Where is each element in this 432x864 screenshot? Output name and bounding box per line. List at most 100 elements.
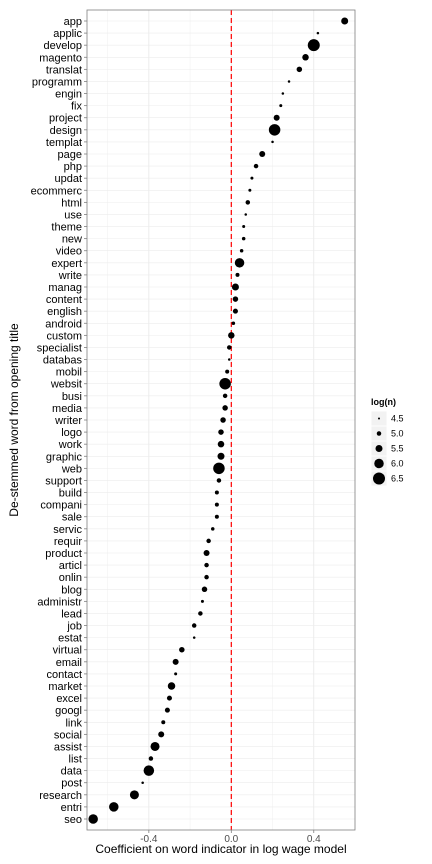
data-point-develop <box>307 39 320 52</box>
y-tick-label-app: app <box>64 16 82 28</box>
data-point-logo <box>218 429 224 435</box>
y-tick-label-entri: entri <box>61 802 82 814</box>
y-tick-label-requir: requir <box>54 536 82 548</box>
y-tick-label-estat: estat <box>58 633 82 645</box>
x-axis-ticks: -0.4 0.0 0.4 <box>140 830 321 845</box>
y-tick-label-theme: theme <box>51 222 82 234</box>
data-point-product <box>203 550 210 556</box>
legend-key-point <box>376 431 382 436</box>
legend-label: 4.5 <box>391 414 404 424</box>
y-tick-label-seo: seo <box>64 814 82 826</box>
data-point-engin <box>281 92 285 95</box>
data-point-lead <box>198 611 203 616</box>
y-tick-label-engin: engin <box>55 89 82 101</box>
y-tick-label-content: content <box>46 294 82 306</box>
data-point-googl <box>164 707 170 713</box>
y-tick-label-updat: updat <box>54 173 82 185</box>
y-tick-label-develop: develop <box>43 40 82 52</box>
data-point-ecommerc <box>248 188 252 192</box>
legend-key-point <box>373 472 385 485</box>
y-tick-label-link: link <box>65 717 82 729</box>
data-point-theme <box>242 225 246 229</box>
y-tick-label-databas: databas <box>43 355 83 367</box>
y-tick-label-media: media <box>52 403 83 415</box>
y-tick-label-blog: blog <box>61 584 82 596</box>
data-point-email <box>172 658 179 665</box>
y-tick-label-lead: lead <box>61 608 82 620</box>
y-tick-label-specialist: specialist <box>37 342 82 354</box>
legend-label: 5.5 <box>391 444 404 454</box>
legend-key-point <box>375 445 383 452</box>
data-point-data <box>143 765 155 776</box>
y-tick-label-translat: translat <box>46 64 82 76</box>
data-point-page <box>259 151 266 157</box>
y-tick-label-video: video <box>56 246 82 258</box>
y-tick-label-write: write <box>58 270 82 282</box>
data-point-write <box>235 272 240 277</box>
data-point-seo <box>88 814 98 824</box>
y-tick-label-design: design <box>50 125 82 137</box>
data-point-media <box>222 405 228 411</box>
data-point-requir <box>206 538 211 544</box>
x-tick-label: 0.0 <box>224 834 238 845</box>
data-point-graphic <box>217 452 225 460</box>
y-tick-label-ecommerc: ecommerc <box>31 185 83 197</box>
data-point-english <box>232 308 238 314</box>
y-tick-label-websit: websit <box>50 379 82 391</box>
plot-border <box>86 9 356 831</box>
data-point-busi <box>222 393 228 399</box>
y-tick-label-php: php <box>64 161 82 173</box>
grid-major <box>87 10 355 830</box>
y-tick-label-new: new <box>62 234 82 246</box>
data-point-virtual <box>179 646 185 653</box>
y-tick-label-web: web <box>61 463 82 475</box>
data-point-magento <box>302 54 309 61</box>
data-point-android <box>231 321 236 326</box>
data-point-build <box>214 490 219 495</box>
y-tick-label-market: market <box>48 681 82 693</box>
y-tick-label-email: email <box>56 657 82 669</box>
legend-label: 6.5 <box>391 474 404 484</box>
y-tick-label-use: use <box>64 209 82 221</box>
y-tick-label-list: list <box>69 754 82 766</box>
data-point-html <box>245 200 251 205</box>
y-tick-label-build: build <box>59 488 82 500</box>
data-point-post <box>141 781 144 784</box>
data-point-translat <box>296 66 303 73</box>
y-tick-label-work: work <box>58 439 83 451</box>
y-tick-label-virtual: virtual <box>53 645 82 657</box>
y-tick-label-job: job <box>66 621 82 633</box>
data-point-compani <box>214 502 219 507</box>
data-point-php <box>253 163 259 169</box>
y-tick-label-articl: articl <box>59 560 82 572</box>
data-point-mobil <box>225 369 230 374</box>
legend-key-point <box>374 458 384 469</box>
y-tick-label-applic: applic <box>53 28 82 40</box>
y-tick-label-post: post <box>61 778 82 790</box>
y-tick-label-android: android <box>45 318 82 330</box>
data-point-app <box>341 17 349 25</box>
y-tick-label-servic: servic <box>53 524 82 536</box>
y-tick-label-research: research <box>39 790 82 802</box>
data-point-websit <box>219 377 231 390</box>
data-point-social <box>158 731 165 738</box>
data-point-onlin <box>204 574 209 580</box>
data-point-link <box>161 720 166 725</box>
y-tick-label-mobil: mobil <box>56 367 82 379</box>
legend-label: 6.0 <box>391 459 404 469</box>
y-axis-title: De-stemmed word from opening title <box>7 323 21 517</box>
y-tick-label-data: data <box>61 766 83 778</box>
y-tick-label-sale: sale <box>62 512 82 524</box>
data-point-video <box>239 248 244 253</box>
data-point-excel <box>166 695 172 701</box>
data-point-project <box>273 114 280 121</box>
x-tick-label: -0.4 <box>140 834 158 845</box>
legend-label: 5.0 <box>391 429 404 439</box>
data-points <box>88 17 349 824</box>
y-tick-label-programm: programm <box>32 76 82 88</box>
data-point-entri <box>109 802 119 812</box>
legend-key-point <box>378 417 380 420</box>
data-point-databas <box>227 358 231 361</box>
data-point-contact <box>174 672 178 676</box>
